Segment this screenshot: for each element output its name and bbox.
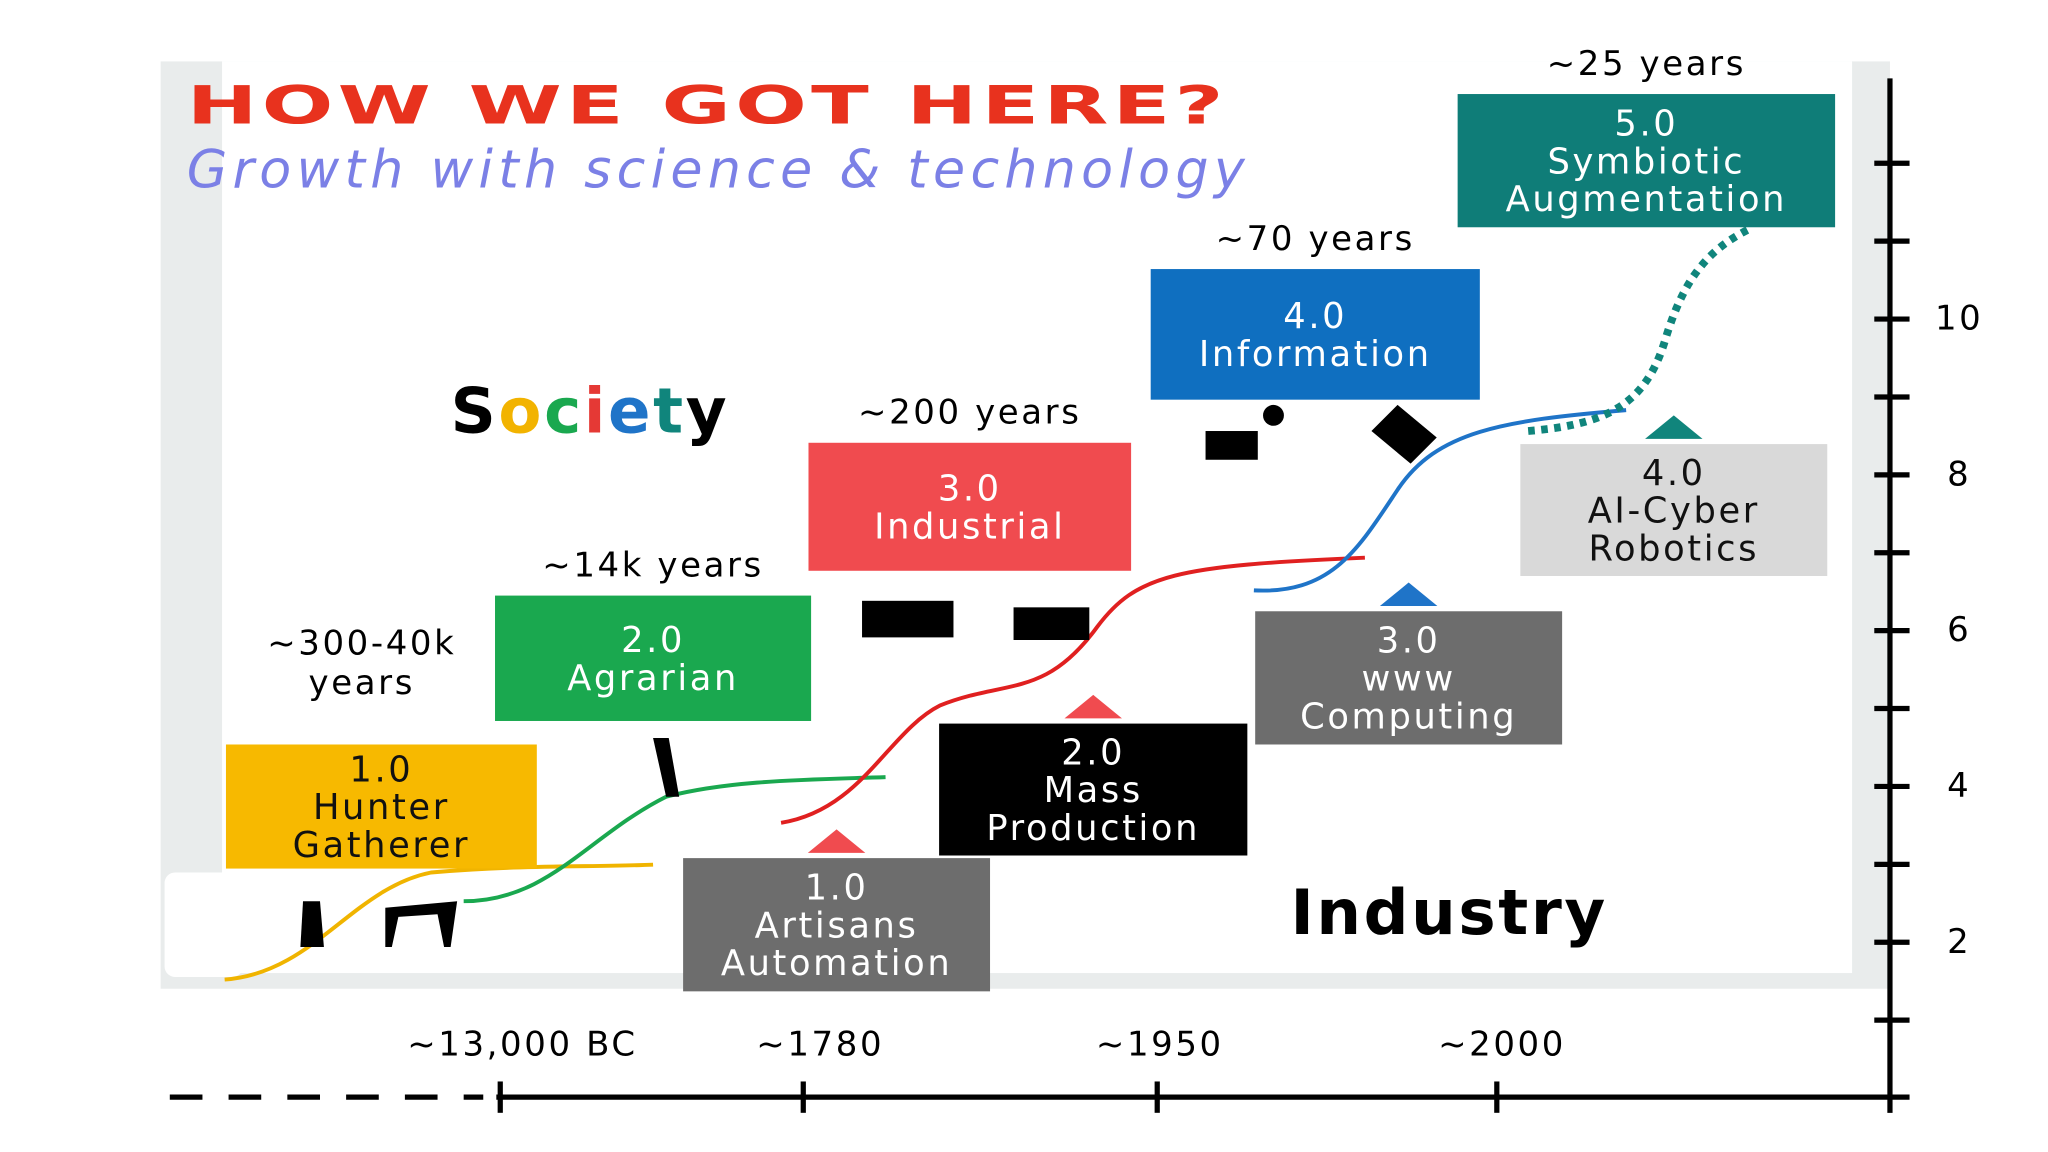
duration-label: years [309, 663, 415, 703]
box-bg [1457, 94, 1836, 228]
box-line: Augmentation [1506, 179, 1788, 220]
curve-hunter [224, 862, 654, 982]
box-line: Agrarian [567, 658, 739, 699]
box-bg [683, 858, 991, 992]
x-label: ~2000 [1438, 1025, 1566, 1065]
box-line: 2.0 [1061, 732, 1125, 773]
box-line: 4.0 [1642, 453, 1706, 494]
icon-train [862, 600, 954, 638]
icon-robot-arm [1371, 404, 1437, 464]
box-line: Computing [1300, 696, 1517, 737]
axes [169, 78, 1910, 1113]
box-line: Symbiotic [1547, 141, 1745, 182]
y-label: 6 [1947, 610, 1971, 650]
icon-desk [1205, 431, 1258, 460]
subtitle: Growth with science & technology [187, 141, 1248, 201]
x-label: ~1780 [756, 1025, 884, 1065]
duration-label: ~25 years [1547, 44, 1746, 84]
box-line: 1.0 [349, 749, 413, 790]
y-label: 10 [1935, 299, 1983, 339]
box-line: 4.0 [1283, 296, 1347, 337]
box-line: Hunter [313, 787, 450, 828]
icon-deer [385, 901, 458, 947]
box-bg [1150, 269, 1480, 400]
duration-label: ~70 years [1216, 219, 1415, 259]
box-line: www [1361, 658, 1455, 699]
icon-archer [300, 901, 324, 947]
box-bg [1520, 444, 1828, 576]
x-label: ~13,000 BC [407, 1025, 637, 1065]
box-line: 2.0 [621, 620, 685, 661]
society-label: Society [451, 374, 730, 447]
marker-triangle [807, 829, 866, 853]
box-line: Automation [721, 943, 952, 984]
box-line: 5.0 [1614, 103, 1678, 144]
icons [300, 404, 1437, 947]
box-bg [1255, 611, 1563, 745]
curve-agrarian [463, 775, 886, 904]
box-line: Mass [1044, 770, 1143, 811]
box-line: Gatherer [293, 825, 471, 866]
y-label: 2 [1947, 922, 1971, 962]
panel-cutout [164, 872, 243, 977]
box-line: Robotics [1588, 529, 1759, 570]
box-line: 3.0 [938, 468, 1002, 509]
x-label: ~1950 [1096, 1025, 1224, 1065]
marker-triangle [1645, 415, 1703, 439]
title: HOW WE GOT HERE? [187, 77, 1228, 137]
box-line: Information [1199, 334, 1432, 375]
y-label: 4 [1947, 766, 1971, 806]
curve-industrial [780, 555, 1365, 825]
y-label: 8 [1947, 454, 1971, 494]
box-line: Artisans [755, 905, 919, 946]
icon-farmer [653, 737, 680, 797]
industry-label: Industry [1290, 876, 1607, 949]
curves [224, 225, 1752, 982]
box-line: Production [986, 808, 1200, 849]
marker-triangle [1379, 582, 1438, 607]
box-line: Industrial [874, 506, 1065, 547]
box-bg [939, 723, 1248, 856]
duration-label: ~200 years [858, 393, 1082, 433]
box-line: AI-Cyber [1588, 491, 1760, 532]
box-bg [225, 744, 537, 869]
duration-label: ~300-40k [267, 624, 456, 664]
box-line: 1.0 [805, 867, 869, 908]
icon-person [1263, 404, 1284, 426]
icon-factory [1013, 607, 1090, 640]
curve-information [1253, 408, 1627, 593]
box-line: 3.0 [1377, 621, 1441, 662]
box-bg [808, 442, 1132, 571]
box-bg [495, 595, 812, 721]
marker-triangle [1064, 694, 1122, 719]
duration-label: ~14k years [542, 545, 764, 585]
